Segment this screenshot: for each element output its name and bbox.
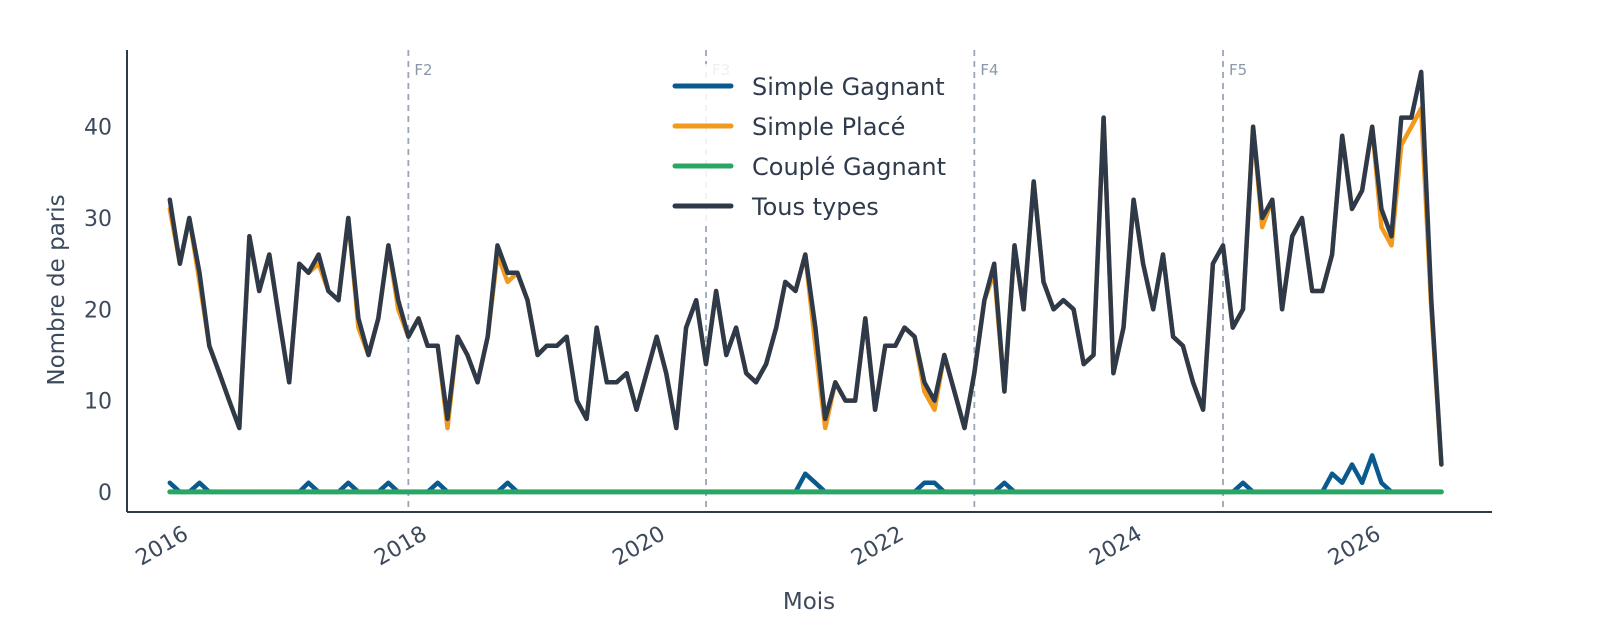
y-tick-label: 0 xyxy=(98,481,112,506)
x-tick-label: 2016 xyxy=(132,522,193,572)
axes xyxy=(126,50,1492,513)
x-tick-label: 2018 xyxy=(370,522,431,572)
x-tick-label: 2020 xyxy=(609,522,670,572)
legend-label: Simple Gagnant xyxy=(752,73,945,101)
y-tick-label: 20 xyxy=(84,298,112,323)
legend-label: Simple Placé xyxy=(752,113,905,141)
x-tick-label: 2022 xyxy=(847,522,908,572)
series-lines xyxy=(167,69,1444,495)
legend: Simple Gagnant Simple Placé Couplé Gagnant… xyxy=(655,64,955,226)
series-line-1 xyxy=(167,453,1394,495)
legend-background xyxy=(655,64,955,226)
y-tick-labels: 0 10 20 30 40 xyxy=(84,116,112,506)
y-axis-label: Nombre de paris xyxy=(44,194,70,385)
series-line-4 xyxy=(167,69,1444,467)
phase-label: F4 xyxy=(980,61,998,79)
x-tick-label: 2026 xyxy=(1324,522,1385,572)
x-tick-label: 2024 xyxy=(1085,522,1146,572)
phase-label: F2 xyxy=(414,61,432,79)
y-tick-label: 10 xyxy=(84,390,112,415)
legend-label: Couplé Gagnant xyxy=(752,153,946,181)
legend-label: Tous types xyxy=(751,193,879,221)
x-axis-label: Mois xyxy=(783,589,835,615)
y-tick-label: 40 xyxy=(84,116,112,141)
y-tick-label: 30 xyxy=(84,207,112,232)
phase-label: F5 xyxy=(1229,61,1247,79)
x-tick-labels: 2016 2018 2020 2022 2024 2026 xyxy=(132,522,1385,572)
